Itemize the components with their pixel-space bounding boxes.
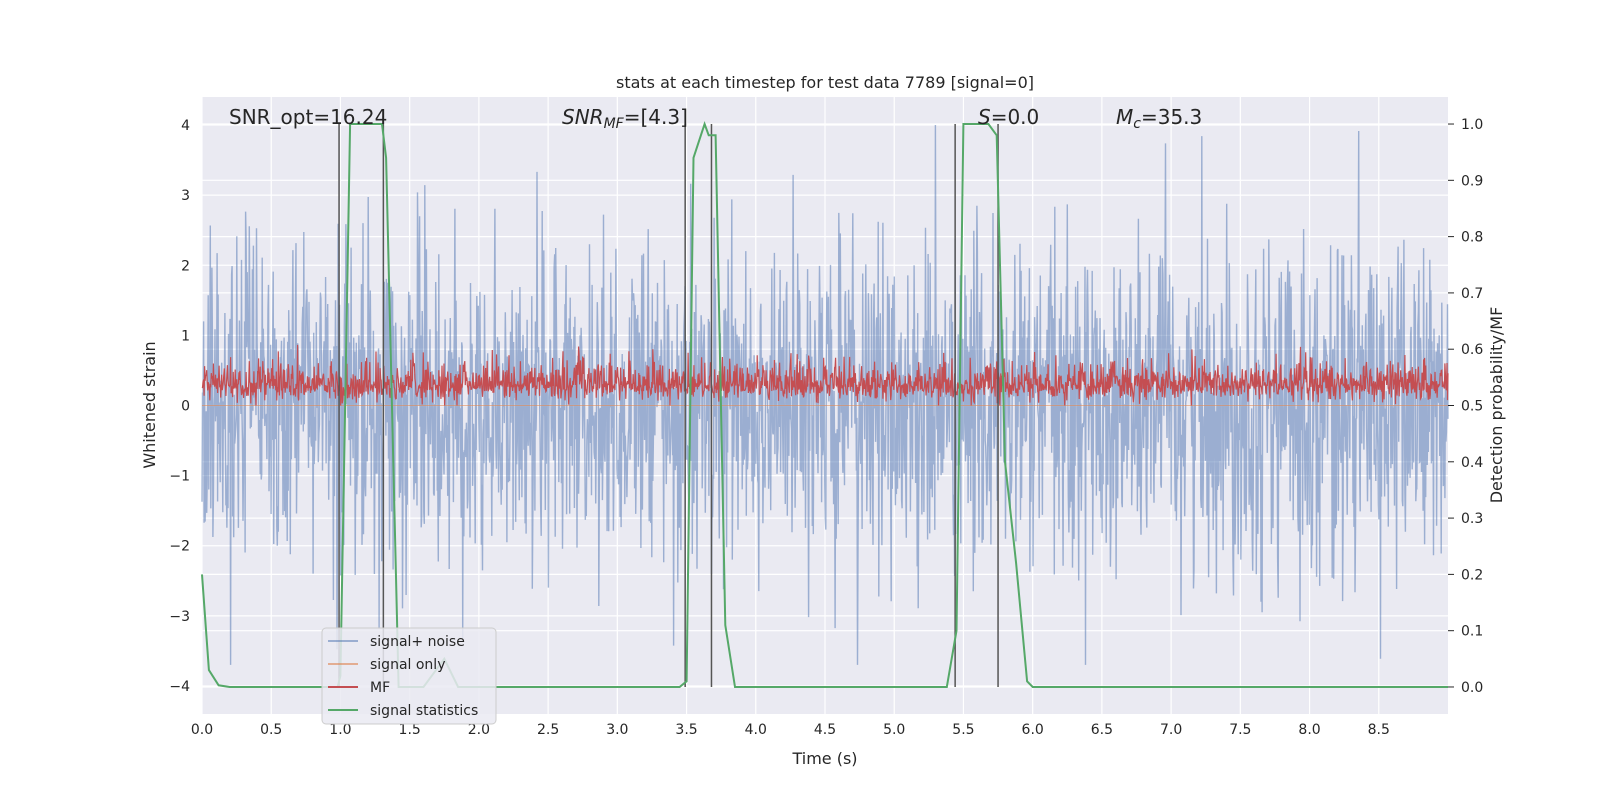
x-tick-label: 1.0 <box>329 722 351 738</box>
annotation-snr-mf-var: SNR <box>562 105 604 129</box>
x-tick-label: 7.0 <box>1160 722 1182 738</box>
y2-tick-label: 0.4 <box>1461 455 1483 471</box>
x-tick-label: 7.5 <box>1229 722 1251 738</box>
legend-label-mf: MF <box>370 680 390 696</box>
y-tick-label: 2 <box>181 258 190 274</box>
x-tick-label: 0.0 <box>191 722 213 738</box>
prediction-boundary-lines <box>338 124 999 687</box>
annotation-snr-mf: SNRMF=[4.3] <box>562 105 688 132</box>
x-tick-label: 8.0 <box>1298 722 1320 738</box>
y-tick-label: 3 <box>181 188 190 204</box>
annotation-s: S=0.0 <box>978 105 1039 129</box>
y2-tick-label: 0.5 <box>1461 399 1483 415</box>
legend-label-signal-only: signal only <box>370 657 445 673</box>
y-tick-label: 0 <box>181 399 190 415</box>
legend-label-signal-noise: signal+ noise <box>370 634 465 650</box>
x-tick-label: 3.0 <box>606 722 628 738</box>
y2-tick-label: 0.2 <box>1461 567 1483 583</box>
annotation-mc-sub: c <box>1133 116 1141 132</box>
y-tick-label: 1 <box>181 328 190 344</box>
x-tick-label: 4.5 <box>814 722 836 738</box>
annotation-mc: Mc=35.3 <box>1116 105 1202 132</box>
x-axis-label: Time (s) <box>791 749 857 768</box>
annotation-s-var: S <box>978 105 991 129</box>
legend-label-signal-statistics: signal statistics <box>370 703 478 719</box>
y-axis-label: Whitened strain <box>140 341 159 468</box>
y2-tick-label: 1.0 <box>1461 117 1483 133</box>
annotation-snr-mf-val: =[4.3] <box>624 105 688 129</box>
y-tick-label: 4 <box>181 118 190 134</box>
y2-tick-label: 0.7 <box>1461 286 1483 302</box>
mf-line <box>201 344 1449 406</box>
x-tick-label: 2.0 <box>468 722 490 738</box>
legend-box <box>321 627 497 725</box>
x-tick-label: 5.0 <box>883 722 905 738</box>
x-tick-label: 2.5 <box>537 722 559 738</box>
x-tick-label: 5.5 <box>952 722 974 738</box>
x-tick-label: 1.5 <box>399 722 421 738</box>
y2-tick-label: 0.1 <box>1461 624 1483 640</box>
y-tick-label: −3 <box>169 609 190 625</box>
y2-tick-label: 0.0 <box>1461 680 1483 696</box>
legend: signal+ noise signal only MF signal stat… <box>321 627 497 725</box>
y-tick-label: −1 <box>169 469 190 485</box>
mf-series <box>201 344 1449 406</box>
annotation-mc-var: M <box>1116 105 1133 129</box>
x-tick-label: 3.5 <box>675 722 697 738</box>
y2-tick-label: 0.6 <box>1461 342 1483 358</box>
y2-tick-label: 0.8 <box>1461 230 1483 246</box>
y-tick-label: −4 <box>169 679 190 695</box>
x-tick-label: 6.5 <box>1091 722 1113 738</box>
axis-ticks: 0.0 0.5 1.0 1.5 2.0 2.5 3.0 3.5 4.0 4.5 5.0 5.5 6.0 6… <box>169 117 1483 738</box>
y-tick-label: −2 <box>169 539 190 555</box>
x-tick-label: 4.0 <box>745 722 767 738</box>
x-tick-label: 0.5 <box>260 722 282 738</box>
annotation-mc-val: =35.3 <box>1141 105 1202 129</box>
y2-axis-label: Detection probability/MF <box>1487 307 1506 504</box>
annotation-snr-mf-sub: MF <box>604 116 625 132</box>
chart-title: stats at each timestep for test data 778… <box>616 73 1034 92</box>
annotation-snr-opt: SNR_opt=16.24 <box>229 105 387 129</box>
y2-tick-label: 0.3 <box>1461 511 1483 527</box>
x-tick-label: 8.5 <box>1368 722 1390 738</box>
y2-tick-label: 0.9 <box>1461 173 1483 189</box>
annotation-s-val: =0.0 <box>991 105 1040 129</box>
x-tick-label: 6.0 <box>1022 722 1044 738</box>
